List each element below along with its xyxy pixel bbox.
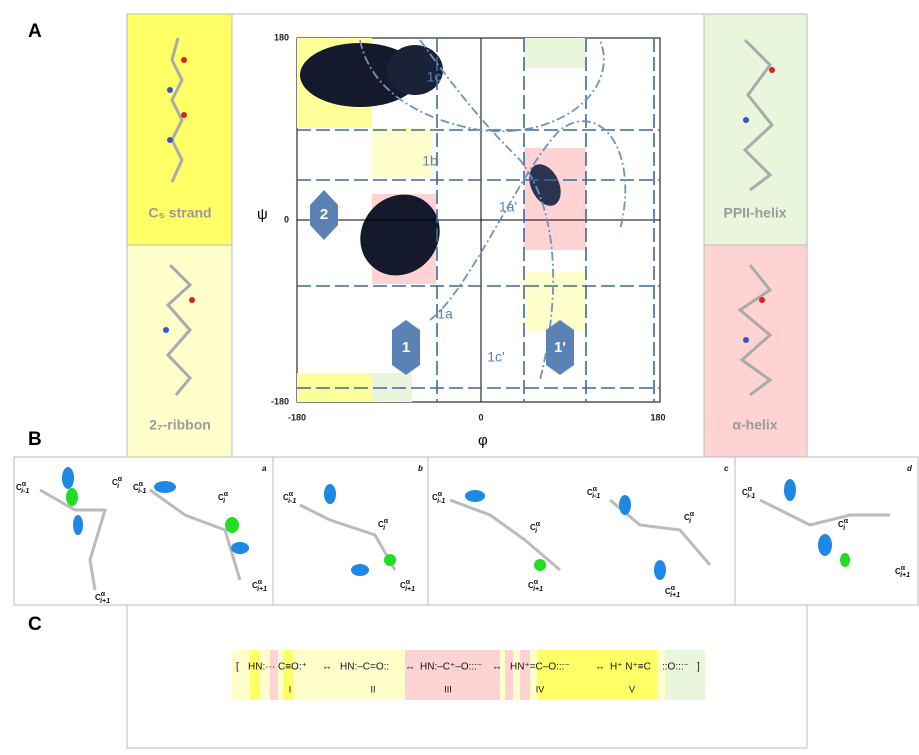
resonance-form: HN⁺=C–O:::⁻ xyxy=(510,662,570,673)
region-label: 1b xyxy=(422,153,438,169)
panel-label: A xyxy=(28,21,42,42)
form-numeral: IV xyxy=(536,684,545,694)
atom-sub: i+1 xyxy=(670,592,680,599)
resonance-form: HN:–C⁺–O:::⁻ xyxy=(420,662,482,673)
form-numeral: III xyxy=(444,684,452,694)
structure-caption: C₅ strand xyxy=(148,205,211,221)
x-tick-label: 0 xyxy=(478,412,483,422)
subpanel-letter: b xyxy=(418,464,423,473)
x-tick-label: 180 xyxy=(650,412,665,422)
subpanel-letter: c xyxy=(724,464,729,473)
atom-sup: α xyxy=(406,579,411,586)
atom-sup: α xyxy=(748,486,753,493)
structure-caption: PPII-helix xyxy=(723,205,786,221)
bracket: [ xyxy=(236,662,239,673)
subpanel-letter: a xyxy=(262,464,267,473)
structure-caption: 2₇-ribbon xyxy=(149,417,211,433)
resonance-form: HN:–C=O:: xyxy=(340,662,389,673)
atom-sup: α xyxy=(118,476,123,483)
atom-sub: i+1 xyxy=(405,586,415,593)
transition-label: 1' xyxy=(554,339,566,356)
transition-label: 1 xyxy=(402,339,410,356)
panel-label: B xyxy=(28,429,42,450)
atom-sup: α xyxy=(101,591,106,598)
atom-sub: i-1 xyxy=(747,493,755,500)
ramachandran-plot xyxy=(297,38,660,402)
atom-sup: α xyxy=(534,579,539,586)
figure: A B C C₅ strand 2₇-ribbon PPII-helix α-h… xyxy=(0,0,919,755)
atom-sup: α xyxy=(384,518,389,525)
atom-sub: i-1 xyxy=(592,493,600,500)
atom-sup: α xyxy=(438,491,443,498)
atom-sub: i-1 xyxy=(437,498,445,505)
region-label: 1c xyxy=(427,69,442,85)
resonance-arrow: ↔ xyxy=(322,662,332,673)
atom-sup: α xyxy=(671,585,676,592)
atom-sub: i+1 xyxy=(533,586,543,593)
resonance-form: H⁺ N⁺≡C xyxy=(610,662,651,673)
resonance-form: HN:··· C≡O:⁺ xyxy=(248,662,307,673)
atom-sub: i+1 xyxy=(100,598,110,605)
transition-label: 2 xyxy=(320,206,328,223)
panel-label: C xyxy=(28,614,42,635)
y-tick-label: -180 xyxy=(271,396,289,406)
atom-sub: i-1 xyxy=(21,488,29,495)
atom-sub: i-1 xyxy=(288,498,296,505)
atom-sup: α xyxy=(258,579,263,586)
atom-sup: α xyxy=(690,511,695,518)
y-tick-label: 180 xyxy=(274,32,289,42)
atom-sup: α xyxy=(593,486,598,493)
atom-sup: α xyxy=(289,491,294,498)
atom-sup: α xyxy=(901,565,906,572)
resonance-tail: ::O:::⁻ xyxy=(662,662,689,673)
atom-sup: α xyxy=(844,518,849,525)
atom-sup: α xyxy=(139,481,144,488)
region-label: 1a xyxy=(437,306,453,322)
panel-b-frame xyxy=(14,457,918,605)
resonance-arrow: ↔ xyxy=(405,662,415,673)
bracket: ] xyxy=(697,662,700,673)
atom-sup: α xyxy=(22,481,27,488)
form-numeral: I xyxy=(289,684,292,694)
form-numeral: V xyxy=(629,684,635,694)
form-numeral: II xyxy=(370,684,375,694)
region-label: 1c' xyxy=(487,349,504,365)
atom-sub: i+1 xyxy=(900,572,910,579)
atom-sup: α xyxy=(536,521,541,528)
y-tick-label: 0 xyxy=(284,214,289,224)
atom-sub: i+1 xyxy=(257,586,267,593)
structure-caption: α-helix xyxy=(732,417,777,433)
resonance-arrow: ↔ xyxy=(595,662,605,673)
region-label: 1a' xyxy=(499,199,517,215)
resonance-arrow: ↔ xyxy=(492,662,502,673)
y-axis-label: ψ xyxy=(257,206,268,223)
x-axis-label: φ xyxy=(478,432,488,449)
atom-sub: i-1 xyxy=(138,488,146,495)
x-tick-label: -180 xyxy=(288,412,306,422)
atom-sup: α xyxy=(224,491,229,498)
